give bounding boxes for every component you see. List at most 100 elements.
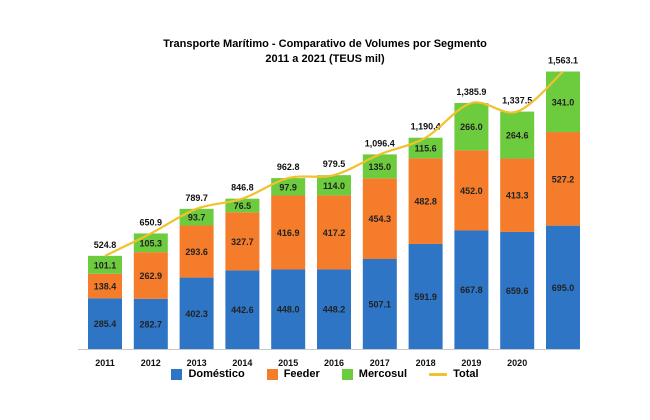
total-label: 524.8 bbox=[94, 240, 117, 250]
x-tick-label: 2016 bbox=[324, 358, 344, 368]
bar-domestico-2018 bbox=[408, 243, 443, 349]
data-label-mercosul: 105.3 bbox=[140, 238, 163, 248]
data-label-feeder: 293.6 bbox=[185, 247, 208, 257]
total-label: 1,096.4 bbox=[365, 138, 395, 148]
bar-domestico-2015 bbox=[271, 269, 306, 349]
data-label-feeder: 262.9 bbox=[140, 271, 163, 281]
data-label-domestico: 282.7 bbox=[140, 319, 163, 329]
data-label-feeder: 454.3 bbox=[369, 214, 392, 224]
legend-swatch-domestico bbox=[171, 368, 183, 380]
bar-feeder-2012 bbox=[133, 252, 168, 299]
data-label-feeder: 452.0 bbox=[460, 186, 483, 196]
data-label-mercosul: 97.9 bbox=[279, 182, 297, 192]
data-label-feeder: 417.2 bbox=[323, 228, 346, 238]
data-label-mercosul: 101.1 bbox=[94, 260, 117, 270]
bar-feeder-extra bbox=[546, 132, 580, 226]
bar-feeder-2018 bbox=[408, 158, 443, 244]
data-label-mercosul: 341.0 bbox=[552, 97, 575, 107]
data-label-domestico: 591.9 bbox=[414, 292, 437, 302]
legend-label-total: Total bbox=[453, 368, 479, 380]
x-tick-label: 2013 bbox=[187, 358, 207, 368]
bar-feeder-2020 bbox=[500, 158, 535, 232]
data-label-mercosul: 264.6 bbox=[506, 131, 529, 141]
data-label-domestico: 448.0 bbox=[277, 305, 300, 315]
legend-label-domestico: Doméstico bbox=[188, 368, 245, 380]
total-label: 1,563.1 bbox=[548, 56, 578, 66]
bar-feeder-2017 bbox=[362, 178, 397, 259]
data-label-domestico: 448.2 bbox=[323, 305, 346, 315]
legend-item-mercosul: Mercosul bbox=[341, 368, 408, 380]
bar-domestico-2017 bbox=[362, 258, 397, 349]
data-label-domestico: 285.4 bbox=[94, 319, 117, 329]
total-line bbox=[104, 70, 564, 257]
legend-item-total: Total bbox=[429, 368, 479, 380]
bar-feeder-2013 bbox=[179, 225, 214, 278]
legend-swatch-feeder bbox=[266, 368, 278, 380]
x-tick-label: 2012 bbox=[141, 358, 161, 368]
total-label: 1,337.5 bbox=[502, 96, 532, 106]
bar-mercosul-2017 bbox=[362, 154, 397, 179]
data-label-feeder: 327.7 bbox=[231, 237, 254, 247]
data-label-mercosul: 114.0 bbox=[323, 181, 345, 191]
data-label-domestico: 695.0 bbox=[552, 283, 575, 293]
data-label-feeder: 416.9 bbox=[277, 228, 300, 238]
total-label: 979.5 bbox=[323, 159, 346, 169]
legend-label-feeder: Feeder bbox=[283, 368, 320, 380]
x-tick-label: 2017 bbox=[370, 358, 390, 368]
bar-domestico-2012 bbox=[133, 298, 168, 349]
total-label: 846.8 bbox=[231, 183, 254, 193]
bar-domestico-2014 bbox=[225, 270, 260, 349]
data-label-mercosul: 76.5 bbox=[234, 201, 252, 211]
total-label: 962.8 bbox=[277, 162, 300, 172]
bar-mercosul-2014 bbox=[225, 198, 260, 213]
bar-feeder-2016 bbox=[317, 195, 351, 270]
total-label: 1,190.4 bbox=[411, 122, 441, 132]
x-tick-label: 2014 bbox=[232, 358, 252, 368]
bar-mercosul-2020 bbox=[500, 111, 535, 159]
chart-title: Transporte Marítimo - Comparativo de Vol… bbox=[163, 38, 487, 50]
total-label: 1,385.9 bbox=[456, 87, 486, 97]
data-label-mercosul: 266.0 bbox=[460, 122, 483, 132]
data-label-mercosul: 93.7 bbox=[188, 213, 206, 223]
x-tick-label: 2018 bbox=[416, 358, 436, 368]
legend-label-mercosul: Mercosul bbox=[358, 368, 408, 380]
data-label-feeder: 482.8 bbox=[414, 197, 437, 207]
total-label: 789.7 bbox=[185, 193, 208, 203]
data-label-feeder: 413.3 bbox=[506, 191, 529, 201]
chart-subtitle: 2011 a 2021 (TEUS mil) bbox=[265, 53, 385, 65]
x-tick-label: 2019 bbox=[461, 358, 481, 368]
data-label-domestico: 659.6 bbox=[506, 286, 529, 296]
bar-mercosul-2019 bbox=[454, 103, 489, 151]
legend-swatch-total bbox=[429, 372, 448, 376]
x-tick-label: 2015 bbox=[278, 358, 298, 368]
legend-swatch-mercosul bbox=[341, 368, 353, 380]
data-label-domestico: 442.6 bbox=[231, 305, 254, 315]
legend-item-domestico: Doméstico bbox=[171, 368, 245, 380]
bar-mercosul-2016 bbox=[317, 175, 351, 196]
data-label-domestico: 507.1 bbox=[369, 299, 392, 309]
data-label-mercosul: 115.6 bbox=[415, 143, 437, 153]
data-label-domestico: 402.3 bbox=[185, 309, 208, 319]
bar-mercosul-2015 bbox=[271, 178, 306, 196]
bar-domestico-2020 bbox=[500, 231, 535, 349]
data-label-mercosul: 135.0 bbox=[369, 162, 392, 172]
data-label-feeder: 138.4 bbox=[94, 282, 117, 292]
chart-legend: Doméstico Feeder Mercosul Total bbox=[0, 368, 650, 380]
bar-feeder-2015 bbox=[271, 195, 306, 270]
bar-domestico-2011 bbox=[88, 298, 122, 349]
bar-domestico-2016 bbox=[317, 269, 351, 349]
bar-feeder-2011 bbox=[88, 273, 122, 299]
bar-domestico-2013 bbox=[179, 277, 214, 349]
data-label-feeder: 527.2 bbox=[552, 174, 575, 184]
data-label-domestico: 667.8 bbox=[460, 285, 483, 295]
bar-mercosul-2011 bbox=[88, 255, 122, 274]
legend-item-feeder: Feeder bbox=[266, 368, 320, 380]
bar-domestico-2019 bbox=[454, 230, 489, 349]
bar-feeder-2019 bbox=[454, 150, 489, 231]
bar-feeder-2014 bbox=[225, 212, 260, 271]
bar-domestico-extra bbox=[546, 225, 580, 349]
total-label: 650.9 bbox=[140, 217, 163, 227]
x-tick-label: 2011 bbox=[95, 358, 115, 368]
x-tick-label: 2020 bbox=[507, 358, 527, 368]
